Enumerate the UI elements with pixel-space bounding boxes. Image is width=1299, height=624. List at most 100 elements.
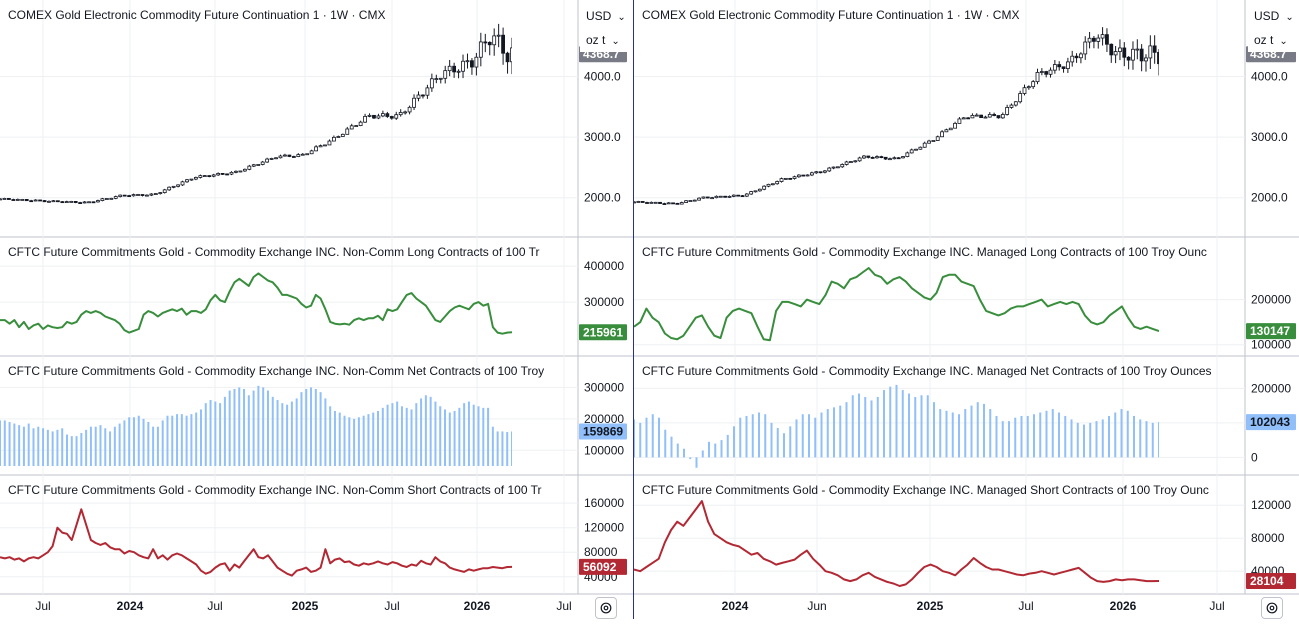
- candle-body: [1096, 37, 1101, 42]
- candle-body: [283, 154, 287, 157]
- net-bar: [94, 426, 97, 466]
- candle-body: [287, 154, 292, 157]
- net-bar: [1114, 412, 1117, 458]
- candle-body: [38, 199, 42, 202]
- net-bar: [319, 392, 322, 466]
- net-bar: [491, 426, 494, 466]
- candle-body: [1052, 64, 1057, 71]
- candle-body: [744, 193, 749, 197]
- unit-selector[interactable]: oz t ⌄: [1248, 28, 1296, 52]
- candle-body: [996, 115, 1001, 119]
- short-series: [634, 500, 1159, 587]
- currency-selector[interactable]: USD ⌄: [580, 4, 628, 28]
- chevron-down-icon: ⌄: [611, 36, 620, 47]
- candle-body: [888, 158, 892, 161]
- candle-body: [69, 201, 74, 203]
- net-bar: [13, 423, 16, 466]
- candle-body: [983, 116, 988, 119]
- net-bar: [80, 433, 83, 466]
- chart-settings-button[interactable]: [595, 597, 617, 619]
- panel-title: COMEX Gold Electronic Commodity Future C…: [642, 8, 1019, 22]
- candle-body: [20, 199, 25, 201]
- candle-body: [705, 196, 710, 199]
- candle-body: [64, 201, 69, 204]
- net-bar: [720, 440, 723, 458]
- net-bar: [1058, 412, 1060, 458]
- net-bar: [651, 414, 654, 458]
- candle-body: [167, 186, 172, 191]
- y-tick-label: 160000: [584, 496, 624, 510]
- candle-body: [870, 157, 875, 159]
- candle-body: [87, 201, 91, 204]
- x-tick-label: 2024: [117, 599, 144, 613]
- candle-body: [1022, 87, 1027, 94]
- net-bar: [714, 443, 717, 458]
- candle-body: [723, 195, 728, 198]
- net-bar: [783, 433, 785, 458]
- candle-body: [684, 200, 688, 203]
- candle-body: [15, 199, 20, 201]
- unit-selector[interactable]: oz t ⌄: [580, 28, 628, 52]
- candle-body: [104, 198, 109, 200]
- short-line: [0, 508, 512, 577]
- net-bar: [487, 407, 490, 466]
- candle-body: [1005, 107, 1010, 115]
- net-last-value-badge: [579, 423, 627, 440]
- net-bar: [976, 402, 979, 458]
- right-chart-canvas[interactable]: 2024 Jun 2025 Jul 2026 Jul 2000.0 3000.0 4000.0 C…: [634, 0, 1299, 619]
- net-bar: [396, 401, 399, 466]
- layout-divider[interactable]: [633, 0, 634, 619]
- net-bar: [243, 389, 246, 466]
- net-bar: [764, 414, 767, 458]
- candle-body: [421, 94, 425, 97]
- candle-body: [1013, 101, 1018, 106]
- candle-body: [1135, 48, 1140, 51]
- net-bar: [56, 429, 59, 466]
- net-bar: [142, 418, 145, 466]
- net-bar: [864, 396, 867, 458]
- candle-body: [805, 174, 810, 177]
- candle-body: [461, 60, 465, 72]
- candle-body: [305, 153, 310, 156]
- candle-body: [688, 200, 693, 202]
- candle-body: [78, 202, 83, 204]
- net-bar: [914, 396, 917, 458]
- candle-body: [1035, 72, 1040, 83]
- candle-body: [992, 114, 997, 116]
- candle-body: [844, 161, 849, 165]
- net-bar: [1008, 421, 1010, 458]
- candle-body: [827, 167, 832, 172]
- candle-body: [770, 183, 775, 186]
- y-tick-label: 2000.0: [1251, 191, 1288, 205]
- y-tick-label: 200000: [1251, 293, 1291, 307]
- chart-settings-button[interactable]: [1261, 597, 1283, 619]
- candle-body: [47, 200, 51, 203]
- candle-body: [1057, 64, 1062, 68]
- net-bar: [37, 426, 40, 466]
- net-bar: [104, 428, 107, 466]
- net-bar: [826, 409, 829, 458]
- candle-body: [265, 158, 270, 163]
- candle-body: [957, 118, 962, 124]
- net-bar: [147, 422, 150, 466]
- candle-body: [909, 149, 914, 154]
- left-chart-canvas[interactable]: Jul 2024 Jul 2025 Jul 2026 Jul 2000.0 3000.0 4000…: [0, 0, 633, 619]
- net-bar: [858, 393, 860, 458]
- candle-body: [474, 56, 479, 68]
- panel-title: CFTC Future Commitments Gold - Commodity…: [642, 483, 1209, 497]
- net-bar: [61, 428, 64, 466]
- right-chart-pane[interactable]: 2024 Jun 2025 Jul 2026 Jul 2000.0 3000.0 4000.0 C…: [634, 0, 1299, 619]
- net-bar: [305, 389, 308, 466]
- net-bar: [257, 385, 260, 466]
- candle-body: [671, 202, 675, 205]
- left-chart-pane[interactable]: Jul 2024 Jul 2025 Jul 2026 Jul 2000.0 3000.0 4000…: [0, 0, 633, 619]
- candle-body: [736, 194, 741, 197]
- short-series: [0, 508, 512, 577]
- net-bar: [1145, 421, 1148, 458]
- currency-selector[interactable]: USD ⌄: [1248, 4, 1296, 28]
- candle-body: [849, 161, 853, 163]
- net-bar: [1076, 422, 1079, 458]
- candle-body: [327, 140, 332, 146]
- candle-body: [242, 168, 247, 172]
- candle-body: [176, 184, 180, 187]
